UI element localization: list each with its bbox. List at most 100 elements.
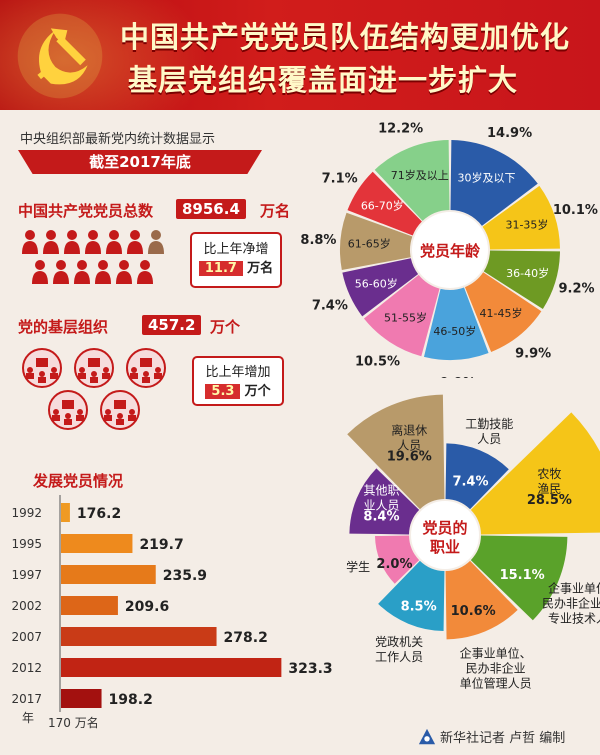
party-emblem-icon [17, 13, 103, 99]
person-icon [32, 260, 48, 284]
occupation-category-line: 其他职 [363, 484, 399, 498]
occupation-category-label: 企事业单位、民办非企业单位管理人员 [460, 645, 532, 690]
age-slice [347, 171, 422, 236]
occupation-category-line: 渔民 [537, 482, 561, 496]
as-of-banner: 截至2017年底 [18, 150, 262, 174]
occupation-category-label: 学生 [346, 559, 370, 574]
age-value-label: 10.5% [355, 354, 400, 369]
bar-tick-label: 2012 [11, 661, 42, 675]
age-slice-label: 56-60岁 [355, 277, 398, 291]
bar [61, 565, 156, 584]
bar-tick-label: 1995 [11, 537, 42, 551]
members-people-icons [22, 230, 164, 284]
occupation-category-line: 党政机关 [375, 634, 423, 649]
person-icon [53, 260, 69, 284]
bar-x-axis-label: 170 万名 [48, 715, 99, 730]
bar-value-label: 323.3 [288, 661, 332, 677]
age-value-label: 10.1% [553, 203, 598, 218]
occupation-category-line: 人员 [477, 432, 501, 446]
title-line-1: 中国共产党党员队伍结构更加优化 [120, 20, 571, 54]
age-slice-label: 46-50岁 [433, 324, 476, 338]
person-icon [148, 230, 164, 254]
occupation-category-line: 民办非企业单位 [542, 596, 600, 611]
age-donut-chart: 30岁及以下 14.9% 31-35岁 10.1% 36-40岁 9.2% 41-45岁 9.… [300, 122, 598, 378]
person-icon [85, 230, 101, 254]
occupation-slice [347, 394, 445, 510]
occupation-category-label: 其他职业人员 [363, 484, 399, 513]
age-value-label: 9.9% [440, 376, 476, 378]
orgs-increase-value: 5.3 [205, 384, 241, 399]
person-icon [127, 230, 143, 254]
members-increase-box: 比上年净增 11.7 万名 [190, 232, 282, 288]
age-slice-label: 30岁及以下 [458, 171, 516, 185]
bar [61, 596, 118, 615]
age-value-label: 9.9% [515, 346, 551, 361]
orgs-unit: 万个 [210, 318, 241, 336]
age-slice-label: 66-70岁 [361, 199, 404, 213]
bar-tick-label: 2017 [11, 692, 42, 706]
members-unit: 万名 [260, 202, 291, 220]
bar-y-axis-label: 年 [22, 711, 34, 725]
age-slice [340, 212, 413, 270]
members-increase-label: 比上年净增 [203, 242, 269, 257]
person-icon [43, 230, 59, 254]
occupation-slice [445, 560, 518, 640]
occupation-center [411, 501, 479, 569]
age-slice [342, 258, 419, 317]
orgs-increase-box: 比上年增加 5.3 万个 [192, 356, 284, 406]
bar-value-label: 278.2 [224, 630, 268, 646]
occupation-category-label: 农牧渔民 [537, 467, 561, 496]
members-value: 8956.4 [176, 199, 246, 219]
occupation-category-line: 离退休 [391, 423, 427, 438]
age-slice-label: 36-40岁 [506, 266, 549, 280]
bar [61, 658, 282, 677]
occupation-title-line: 职业 [430, 538, 460, 556]
occupation-category-label: 离退休人员 [391, 423, 427, 453]
occupation-category-label: 工勤技能人员 [465, 417, 513, 446]
age-chart-title: 党员年龄 [420, 242, 481, 260]
bar-tick-label: 2007 [11, 630, 42, 644]
age-slice-label: 61-65岁 [348, 236, 391, 250]
age-donut-center [412, 212, 488, 288]
age-slice [423, 287, 489, 360]
age-value-label: 7.4% [312, 299, 348, 314]
person-icon [137, 260, 153, 284]
bar-value-label: 176.2 [77, 506, 121, 522]
occupation-category-line: 企事业单位、 [548, 581, 600, 596]
occupation-value-label: 19.6% [387, 450, 432, 465]
bar-value-label: 198.2 [109, 692, 153, 708]
occupation-category-line: 人员 [397, 439, 421, 453]
orgs-label: 党的基层组织 [18, 318, 109, 336]
occupation-category-line: 学生 [346, 559, 370, 574]
occupation-chart-title: 党员的职业 [422, 519, 467, 556]
age-value-label: 8.8% [300, 233, 336, 248]
organization-icon [22, 348, 62, 388]
age-slice [363, 274, 440, 357]
person-icon [116, 260, 132, 284]
occupation-value-label: 10.6% [451, 604, 496, 619]
person-icon [64, 230, 80, 254]
bar [61, 503, 70, 522]
header-banner: 中国共产党党员队伍结构更加优化 基层党组织覆盖面进一步扩大 [0, 0, 600, 110]
orgs-increase-label: 比上年增加 [205, 365, 271, 380]
occupation-value-label: 8.4% [363, 510, 399, 525]
bar [61, 689, 102, 708]
age-slice [450, 140, 538, 226]
occupation-slice [470, 412, 600, 535]
source-text: 中央组织部最新党内统计数据显示 [20, 132, 216, 147]
bar-value-label: 219.7 [139, 537, 183, 553]
xinhua-logo-icon [418, 728, 436, 745]
person-icon [74, 260, 90, 284]
age-slice [374, 140, 450, 221]
occupation-category-line: 民办非企业 [466, 660, 526, 675]
person-icon [106, 230, 122, 254]
bar-value-label: 209.6 [125, 599, 169, 615]
occupation-value-label: 2.0% [376, 557, 412, 572]
age-value-label: 14.9% [487, 126, 532, 141]
bar [61, 534, 133, 553]
occupation-category-label: 企事业单位、民办非企业单位专业技术人员 [542, 581, 600, 626]
organization-icon [126, 348, 166, 388]
occupation-category-line: 业人员 [363, 499, 399, 513]
organization-icon [48, 390, 88, 430]
occupation-value-label: 28.5% [527, 493, 572, 508]
